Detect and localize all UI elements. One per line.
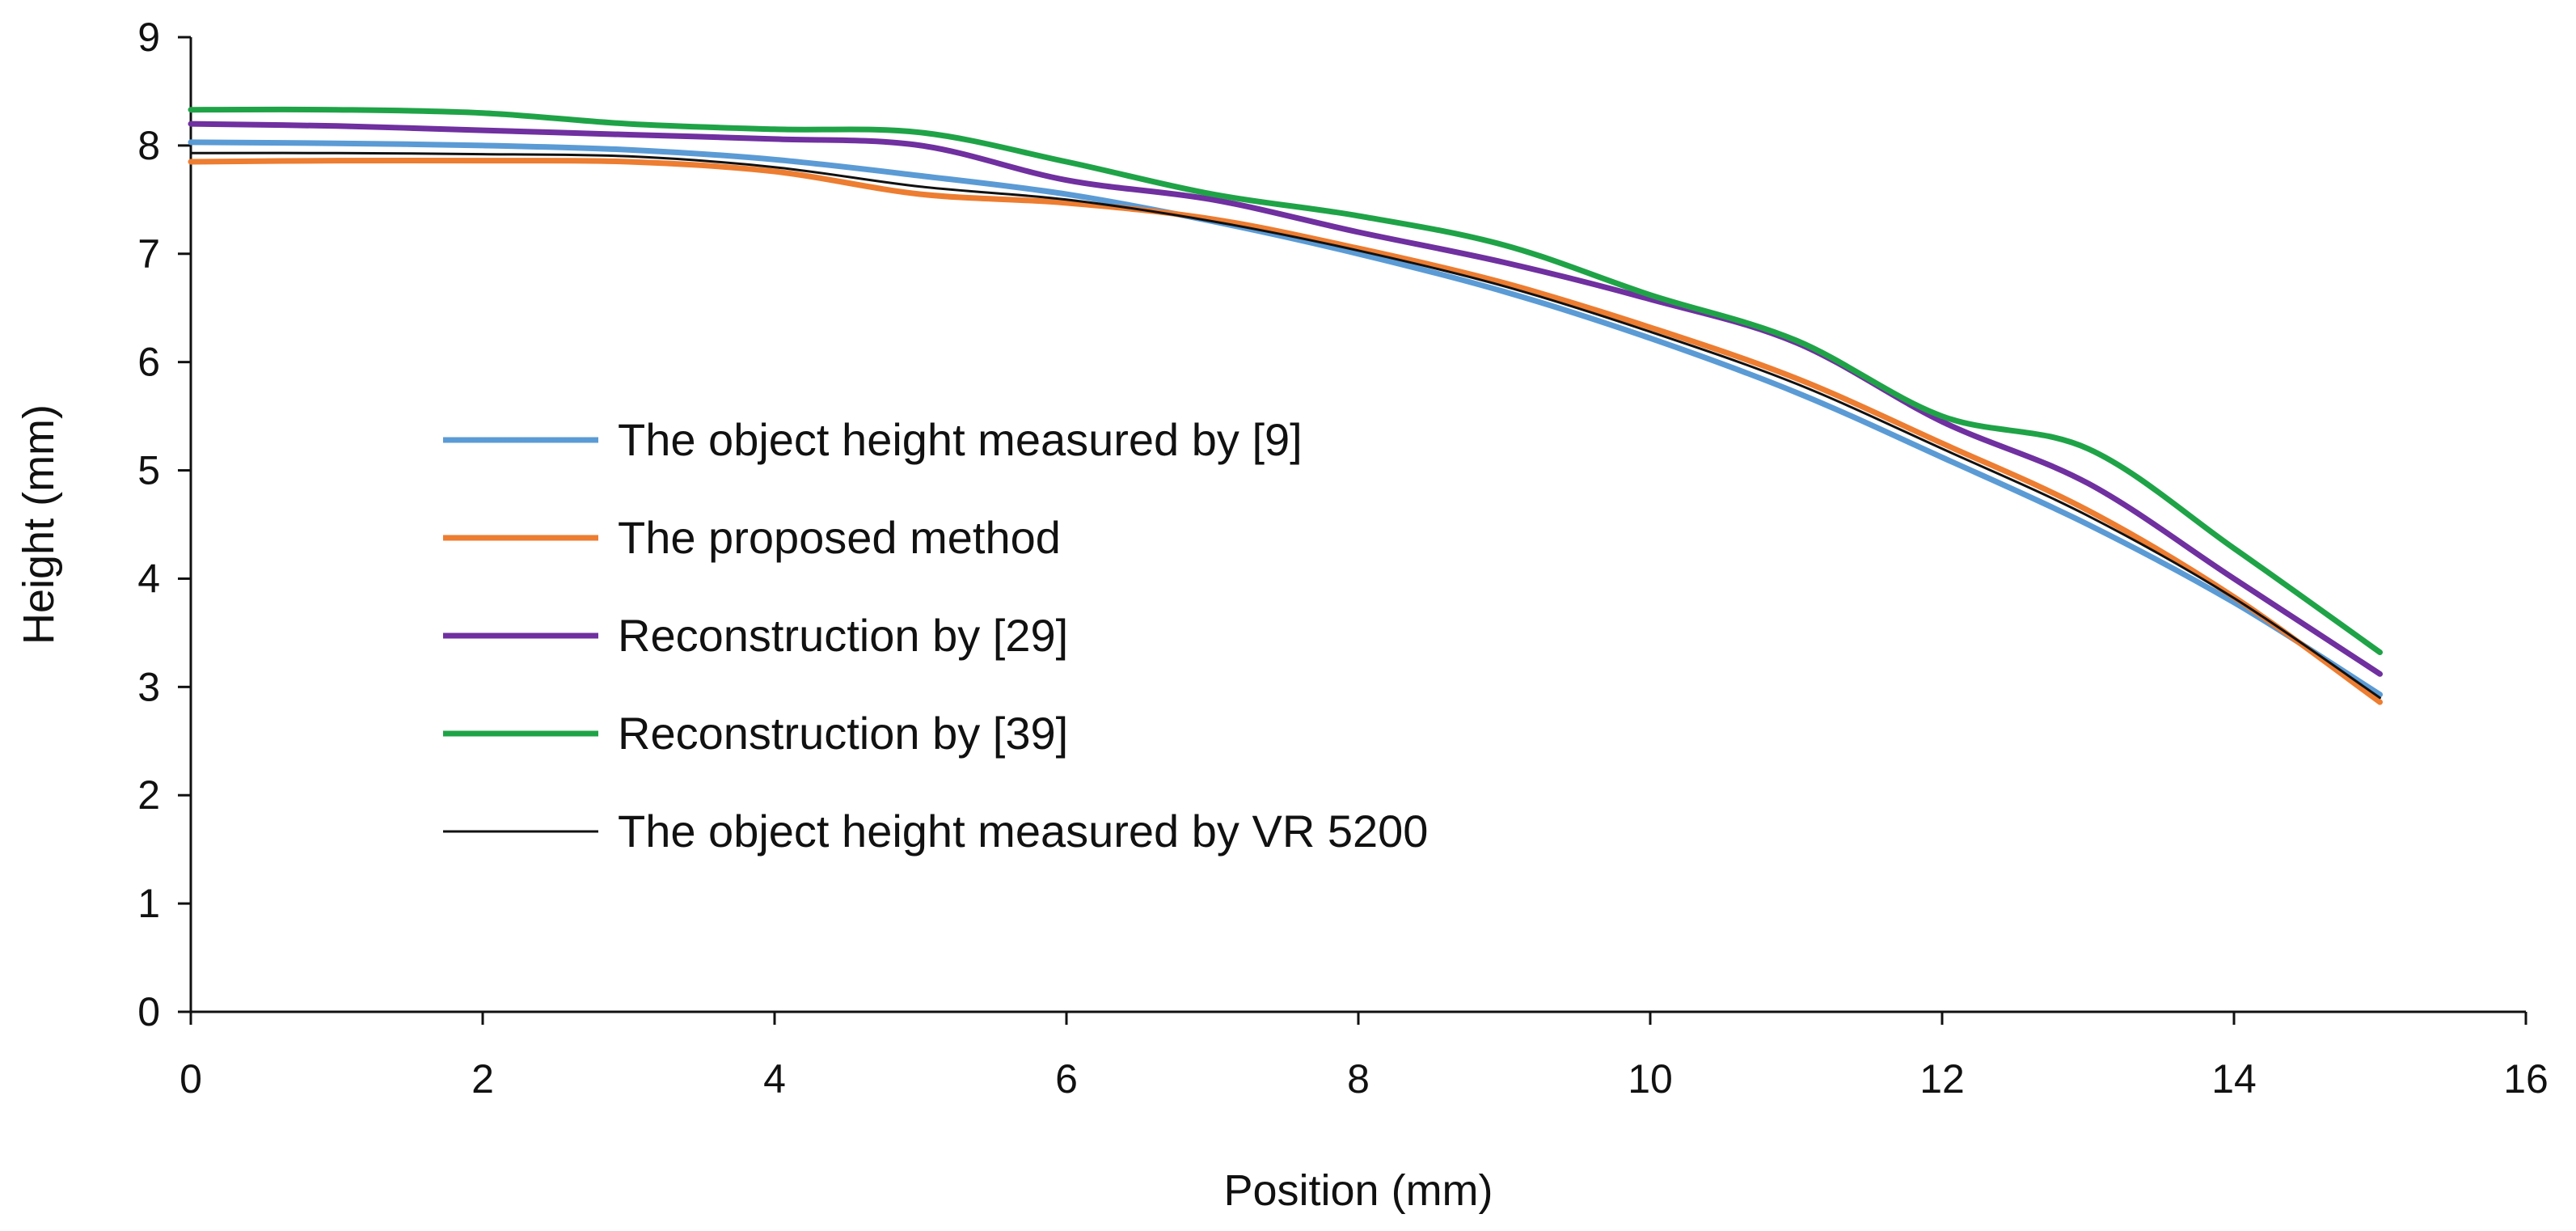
series-line-reconstruction-by-29 [188,121,2383,677]
x-tick-label: 10 [1628,1056,1673,1102]
y-tick-label: 6 [137,340,160,385]
y-tick-label: 0 [137,989,160,1034]
x-tick-label: 8 [1347,1056,1370,1102]
legend-label: The proposed method [618,512,1061,563]
legend-label: Reconstruction by [29] [618,610,1068,661]
series-line-reconstruction-by-39 [188,106,2383,655]
series-line-the-object-height-measured-by-9 [188,139,2383,698]
y-tick-label: 4 [137,556,160,601]
x-tick-label: 14 [2211,1056,2257,1102]
legend-label: The object height measured by [9] [618,414,1303,465]
x-tick-label: 16 [2503,1056,2549,1102]
x-tick-label: 2 [471,1056,494,1102]
x-tick-label: 12 [1919,1056,1965,1102]
x-tick-label: 6 [1055,1056,1078,1102]
legend-label: The object height measured by VR 5200 [618,806,1428,857]
x-tick-label: 0 [179,1056,202,1102]
legend-label: Reconstruction by [39] [618,708,1068,759]
y-tick-label: 5 [137,448,160,493]
y-tick-label: 2 [137,772,160,818]
y-tick-label: 9 [137,15,160,60]
y-axis-title: Height (mm) [15,404,63,645]
series-line-the-object-height-measured-by-vr-5200 [189,151,2381,700]
series-line-the-proposed-method [188,157,2383,705]
x-tick-label: 4 [763,1056,786,1102]
y-tick-label: 7 [137,231,160,277]
legend: The object height measured by [9] The pro… [443,414,1428,857]
x-axis-title: Position (mm) [1223,1166,1493,1215]
series-lines [188,106,2383,705]
y-tick-label: 8 [137,123,160,168]
y-tick-label: 3 [137,664,160,709]
y-tick-label: 1 [137,881,160,926]
